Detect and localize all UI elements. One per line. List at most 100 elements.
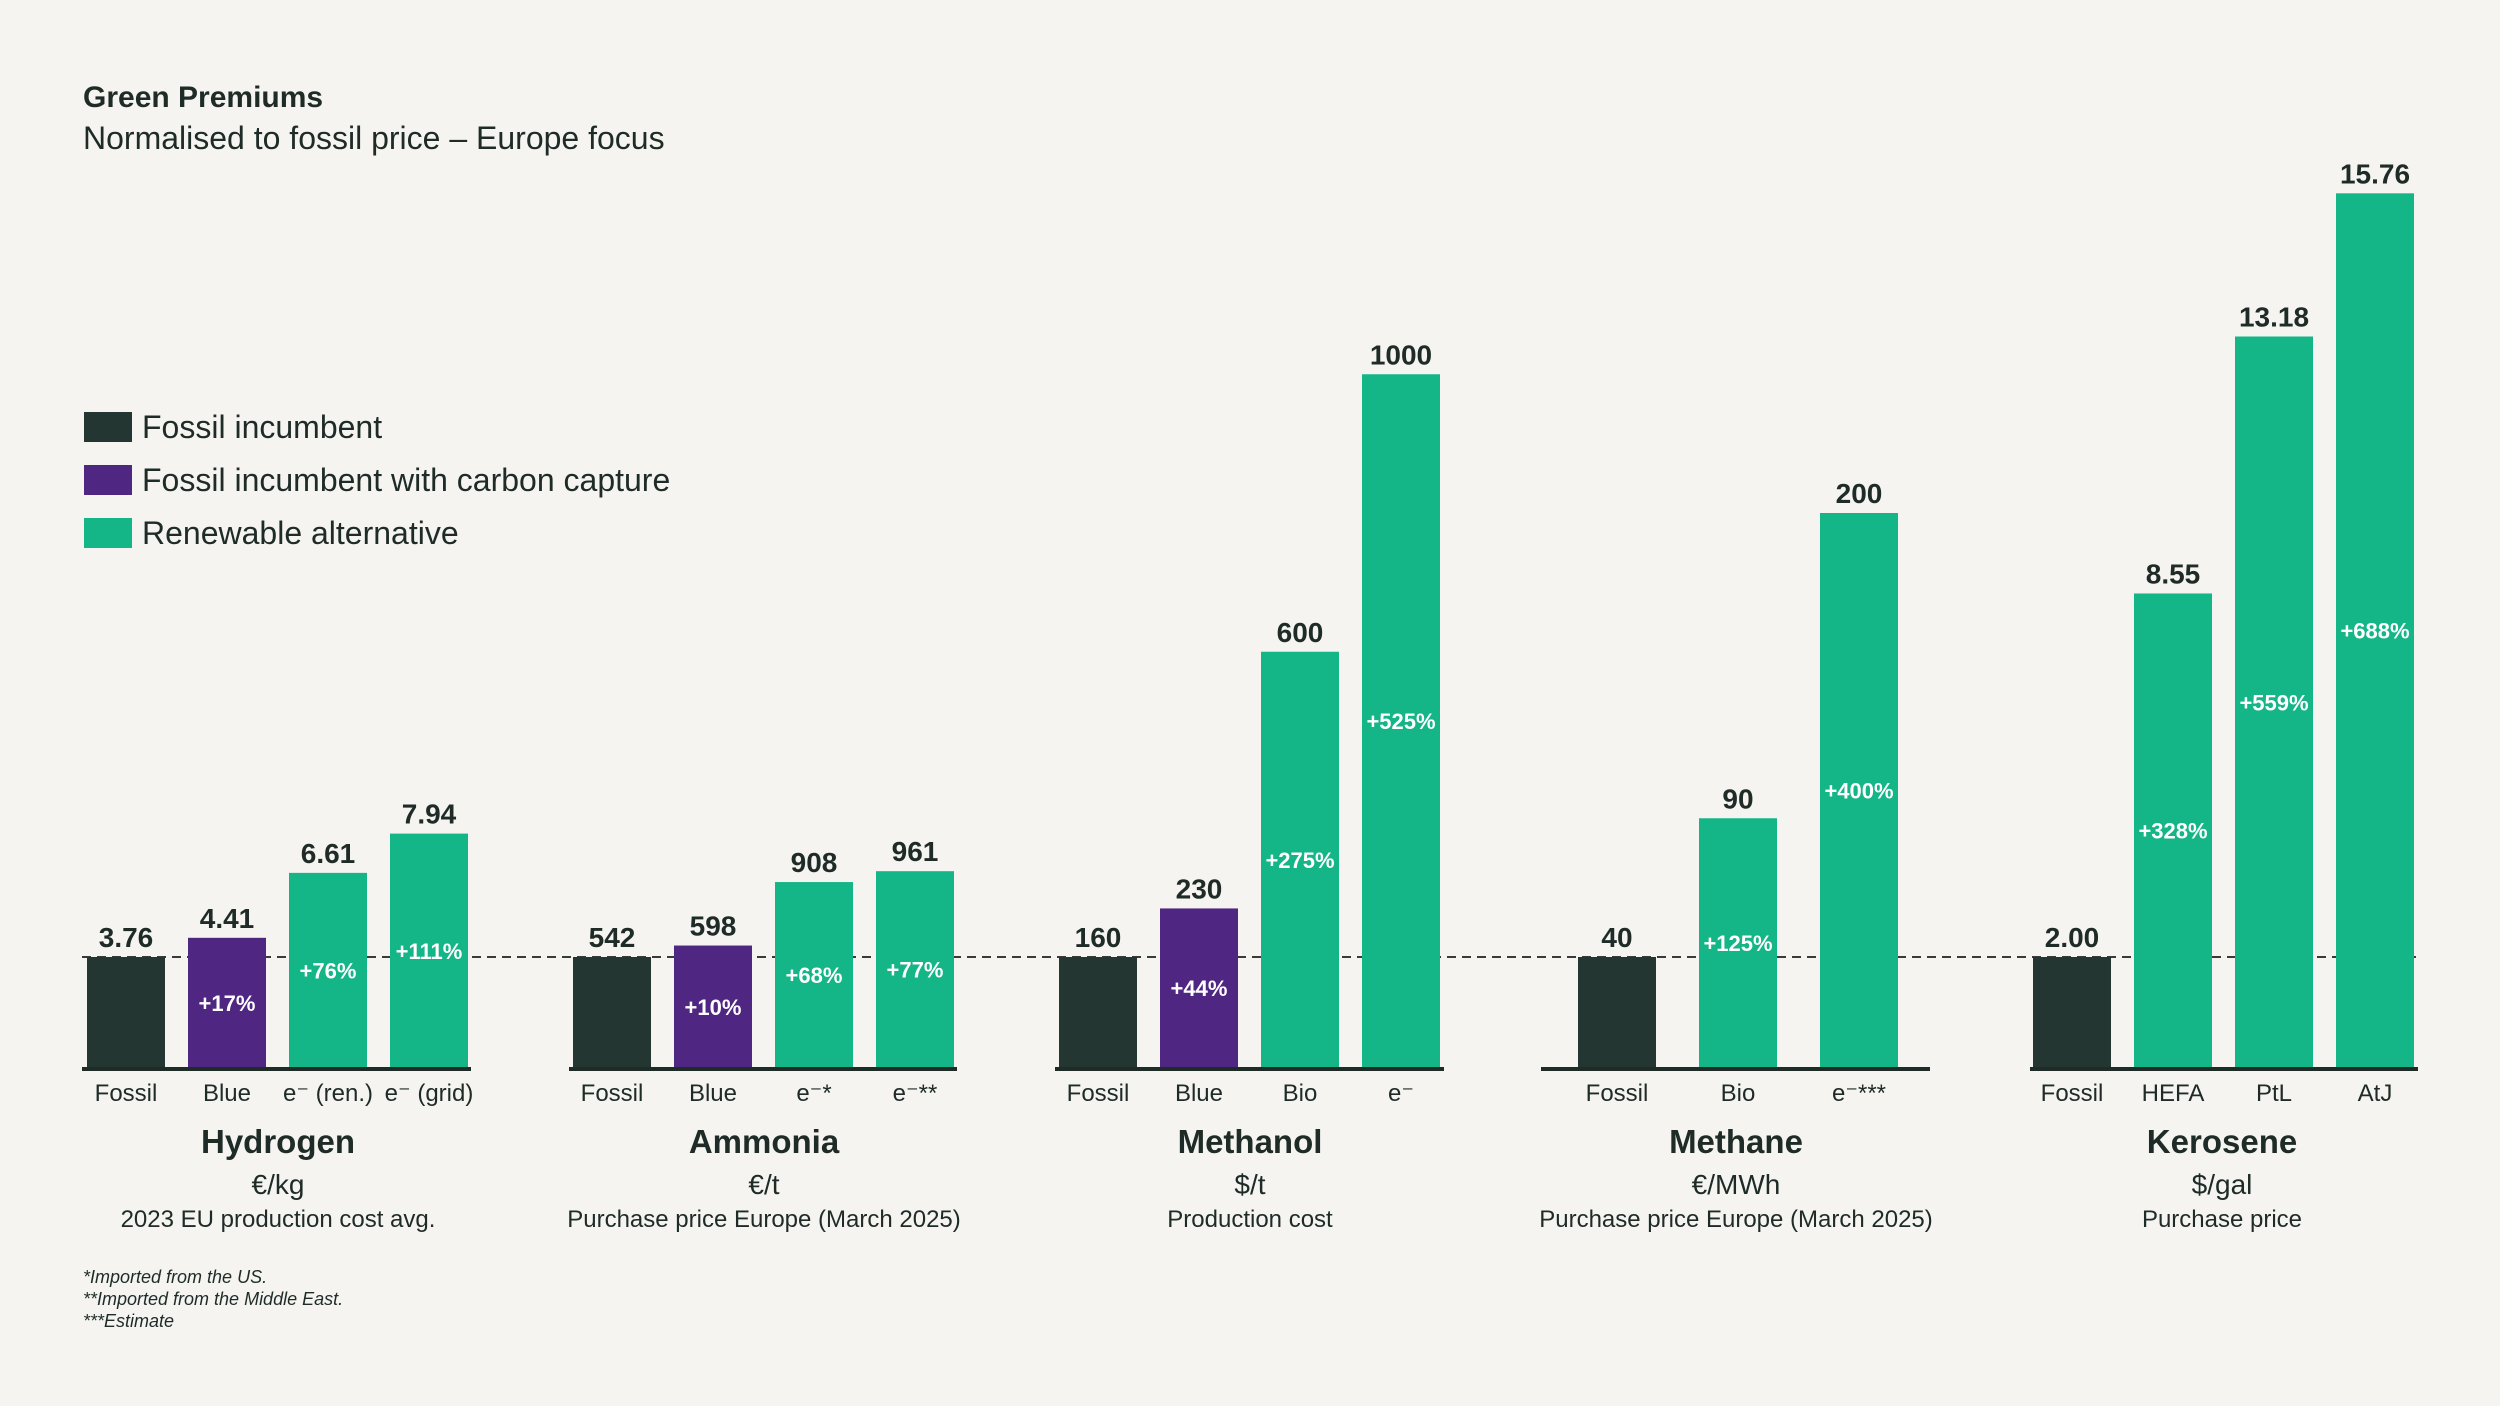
category-label: e⁻* bbox=[796, 1080, 831, 1107]
footnote-2: **Imported from the Middle East. bbox=[83, 1289, 343, 1309]
category-label: Fossil bbox=[581, 1080, 644, 1107]
value-label: 230 bbox=[1176, 873, 1223, 904]
footnotes: *Imported from the US. **Imported from t… bbox=[83, 1267, 343, 1331]
value-label: 8.55 bbox=[2146, 558, 2201, 589]
category-label: Blue bbox=[689, 1080, 737, 1107]
premium-label: +111% bbox=[396, 939, 463, 964]
premium-label: +10% bbox=[685, 995, 742, 1020]
group-unit: €/kg bbox=[252, 1169, 305, 1200]
group-unit: $/t bbox=[1234, 1169, 1265, 1200]
premium-label: +328% bbox=[2138, 819, 2207, 844]
group-methane: 40 Fossil 90 +125% Bio 200 +400% e⁻*** Methane €/… bbox=[1539, 478, 1933, 1233]
group-hydrogen: 3.76 Fossil 4.41 +17% Blue 6.61 +76% e⁻ (ren.) 7… bbox=[82, 799, 473, 1233]
value-label: 598 bbox=[690, 911, 737, 942]
premium-label: +44% bbox=[1171, 976, 1228, 1001]
premium-label: +525% bbox=[1366, 709, 1435, 734]
category-label: HEFA bbox=[2142, 1080, 2205, 1107]
chart-groups: 3.76 Fossil 4.41 +17% Blue 6.61 +76% e⁻ (ren.) 7… bbox=[82, 158, 2418, 1233]
category-label: Blue bbox=[203, 1080, 251, 1107]
bar-ammonia-0 bbox=[573, 957, 651, 1068]
legend-label-carbon-capture: Fossil incumbent with carbon capture bbox=[142, 462, 670, 498]
legend-label-fossil: Fossil incumbent bbox=[142, 409, 382, 445]
legend-swatch-renewable bbox=[84, 518, 132, 548]
value-label: 600 bbox=[1277, 617, 1324, 648]
premium-label: +76% bbox=[300, 958, 357, 983]
legend-swatch-fossil bbox=[84, 412, 132, 442]
group-methanol: 160 Fossil 230 +44% Blue 600 +275% Bio 1000 +525%… bbox=[1055, 339, 1444, 1233]
value-label: 542 bbox=[589, 922, 636, 953]
legend: Fossil incumbent Fossil incumbent with c… bbox=[84, 409, 670, 551]
category-label: Fossil bbox=[1067, 1080, 1130, 1107]
value-label: 200 bbox=[1836, 478, 1883, 509]
group-note: Purchase price Europe (March 2025) bbox=[1539, 1206, 1933, 1233]
value-label: 4.41 bbox=[200, 903, 255, 934]
value-label: 3.76 bbox=[99, 922, 154, 953]
category-label: AtJ bbox=[2358, 1080, 2393, 1107]
category-label: e⁻ (grid) bbox=[385, 1080, 474, 1107]
premium-label: +275% bbox=[1265, 848, 1334, 873]
category-label: e⁻** bbox=[893, 1080, 938, 1107]
value-label: 40 bbox=[1601, 922, 1632, 953]
category-label: Fossil bbox=[95, 1080, 158, 1107]
bar-kerosene-3 bbox=[2336, 193, 2414, 1068]
premium-label: +125% bbox=[1703, 931, 1772, 956]
group-unit: $/gal bbox=[2192, 1169, 2253, 1200]
group-note: Purchase price Europe (March 2025) bbox=[567, 1206, 961, 1233]
bar-kerosene-0 bbox=[2033, 957, 2111, 1068]
premium-label: +17% bbox=[199, 991, 256, 1016]
category-label: e⁻ (ren.) bbox=[283, 1080, 373, 1107]
bar-hydrogen-2 bbox=[289, 872, 367, 1068]
value-label: 6.61 bbox=[301, 838, 356, 869]
bar-hydrogen-3 bbox=[390, 833, 468, 1068]
category-label: e⁻*** bbox=[1832, 1080, 1886, 1107]
footnote-1: *Imported from the US. bbox=[83, 1267, 267, 1287]
value-label: 13.18 bbox=[2239, 302, 2309, 333]
bar-ammonia-1 bbox=[674, 945, 752, 1068]
value-label: 961 bbox=[892, 836, 939, 867]
category-label: Blue bbox=[1175, 1080, 1223, 1107]
group-unit: €/MWh bbox=[1692, 1169, 1781, 1200]
category-label: e⁻ bbox=[1388, 1080, 1414, 1107]
group-title: Kerosene bbox=[2147, 1123, 2297, 1160]
bar-hydrogen-0 bbox=[87, 957, 165, 1068]
value-label: 90 bbox=[1722, 783, 1753, 814]
value-label: 15.76 bbox=[2340, 158, 2410, 189]
category-label: Bio bbox=[1721, 1080, 1756, 1107]
value-label: 7.94 bbox=[402, 799, 457, 830]
bar-ammonia-2 bbox=[775, 882, 853, 1068]
group-title: Methanol bbox=[1178, 1123, 1323, 1160]
group-note: Purchase price bbox=[2142, 1206, 2302, 1233]
bar-methanol-1 bbox=[1160, 908, 1238, 1068]
footnote-3: ***Estimate bbox=[83, 1311, 174, 1331]
premium-label: +559% bbox=[2239, 690, 2308, 715]
group-kerosene: 2.00 Fossil 8.55 +328% HEFA 13.18 +559% PtL 15.7… bbox=[2030, 158, 2418, 1233]
category-label: PtL bbox=[2256, 1080, 2292, 1107]
bar-methane-0 bbox=[1578, 957, 1656, 1068]
category-label: Fossil bbox=[1586, 1080, 1649, 1107]
value-label: 160 bbox=[1075, 922, 1122, 953]
premium-label: +68% bbox=[786, 963, 843, 988]
chart-subtitle: Normalised to fossil price – Europe focu… bbox=[83, 120, 665, 156]
premium-label: +688% bbox=[2340, 619, 2409, 644]
category-label: Bio bbox=[1283, 1080, 1318, 1107]
group-ammonia: 542 Fossil 598 +10% Blue 908 +68% e⁻* 961 +77% e⁻*… bbox=[567, 836, 961, 1233]
bar-methane-2 bbox=[1820, 513, 1898, 1068]
premium-label: +77% bbox=[887, 958, 944, 983]
legend-label-renewable: Renewable alternative bbox=[142, 515, 459, 551]
group-title: Hydrogen bbox=[201, 1123, 355, 1160]
bar-methane-1 bbox=[1699, 818, 1777, 1068]
value-label: 2.00 bbox=[2045, 922, 2100, 953]
group-title: Methane bbox=[1669, 1123, 1803, 1160]
group-note: 2023 EU production cost avg. bbox=[121, 1206, 436, 1233]
bar-methanol-0 bbox=[1059, 957, 1137, 1068]
bar-ammonia-3 bbox=[876, 871, 954, 1068]
bar-kerosene-1 bbox=[2134, 593, 2212, 1068]
group-title: Ammonia bbox=[689, 1123, 840, 1160]
bar-hydrogen-1 bbox=[188, 937, 266, 1068]
bar-methanol-2 bbox=[1261, 651, 1339, 1068]
premium-label: +400% bbox=[1824, 779, 1893, 804]
bar-methanol-3 bbox=[1362, 374, 1440, 1068]
value-label: 1000 bbox=[1370, 339, 1432, 370]
value-label: 908 bbox=[791, 847, 838, 878]
